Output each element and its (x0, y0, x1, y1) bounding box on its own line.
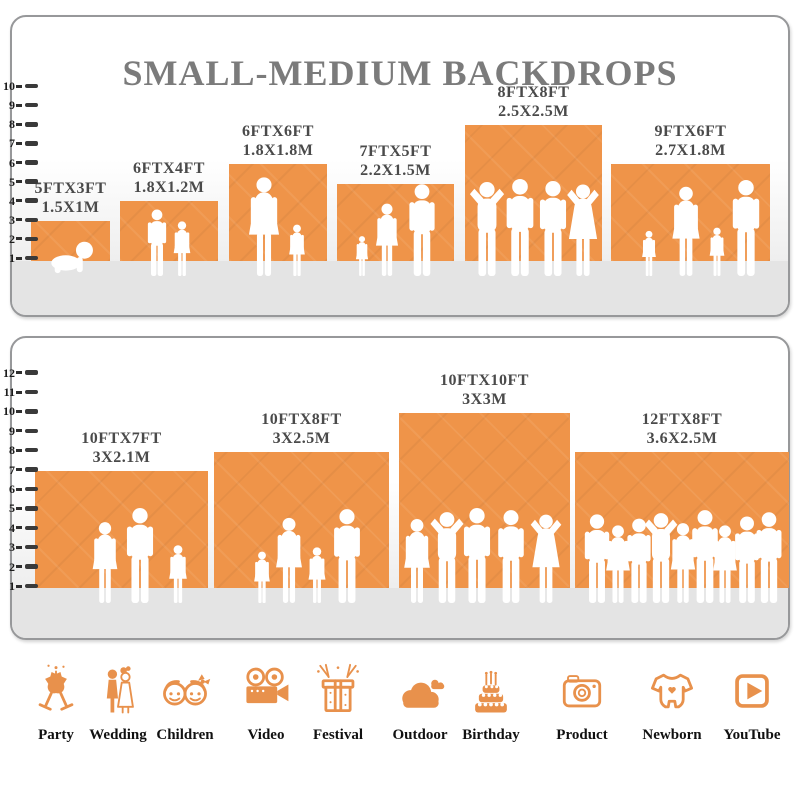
people-silhouette (147, 209, 191, 277)
box-label: 6FTX6FT 1.8X1.8M (242, 122, 314, 160)
category-label: Product (556, 727, 608, 743)
festival-icon (310, 663, 366, 723)
people-silhouette (584, 510, 782, 604)
category-children: Children (139, 663, 231, 744)
category-label: Children (156, 727, 214, 743)
backdrop-box-10x8: 10FTX8FT 3X2.5M (214, 411, 389, 604)
box-label: 5FTX3FT 1.5X1M (34, 179, 107, 217)
backdrop-box-7x5: 7FTX5FT 2.2X1.5M (337, 143, 454, 277)
panel-medium-large: 1 2 3 4 5 6 7 8 9 10 11 12 10FTX7FT 3X2.1M 10FTX8FT 3… (3, 336, 790, 640)
box-label: 12FTX8FT 3.6X2.5M (641, 410, 723, 448)
box-label: 8FTX8FT 2.5X2.5M (497, 83, 570, 121)
youtube-icon (724, 674, 780, 723)
category-birthday: Birthday (445, 663, 537, 744)
box-label: 10FTX7FT 3X2.1M (81, 429, 162, 467)
backdrop-box-8x8: 8FTX8FT 2.5X2.5M (465, 84, 602, 277)
backdrop-box-6x6: 6FTX6FT 1.8X1.8M (229, 123, 327, 277)
ruler-top: 1 2 3 4 5 6 7 8 9 10 (0, 17, 45, 315)
people-silhouette (355, 184, 435, 277)
video-icon (238, 667, 294, 723)
product-icon (554, 675, 610, 723)
category-outdoor: Outdoor (374, 663, 466, 744)
people-silhouette (642, 179, 760, 276)
wedding-icon (90, 666, 146, 723)
category-wedding: Wedding (72, 663, 164, 744)
party-icon (28, 664, 84, 723)
floor-strip (12, 261, 788, 315)
box-label: 7FTX5FT 2.2X1.5M (359, 142, 432, 180)
backdrop-box-10x10: 10FTX10FT 3X3M (399, 372, 570, 604)
box-label: 10FTX8FT 3X2.5M (261, 410, 342, 448)
page-title: SMALL-MEDIUM BACKDROPS (122, 53, 678, 94)
category-label: Outdoor (392, 727, 448, 743)
category-youtube: YouTube (706, 663, 798, 744)
backdrop-box-6x4: 6FTX4FT 1.8X1.2M (120, 160, 218, 277)
ruler-bottom: 1 2 3 4 5 6 7 8 9 10 11 12 (0, 338, 45, 638)
people-silhouette (254, 509, 360, 604)
category-label: Wedding (89, 727, 147, 743)
category-festival: Festival (292, 663, 384, 744)
panel-small-medium: SMALL-MEDIUM BACKDROPS 1 2 3 4 5 6 7 8 9 10 5FTX3… (3, 15, 790, 317)
category-label: YouTube (723, 727, 781, 743)
category-party: Party (10, 663, 102, 744)
backdrop-box-9x6: 9FTX6FT 2.7X1.8M (611, 123, 770, 276)
backdrop-box-5x3: 5FTX3FT 1.5X1M (31, 180, 110, 274)
box-label: 9FTX6FT 2.7X1.8M (654, 122, 727, 160)
people-silhouette (469, 178, 599, 277)
newborn-icon (644, 673, 700, 723)
outdoor-icon (392, 679, 448, 723)
category-label: Video (247, 727, 285, 743)
box-label: 6FTX4FT 1.8X1.2M (133, 159, 205, 197)
category-label: Newborn (642, 727, 702, 743)
category-video: Video (220, 663, 312, 744)
people-silhouette (92, 508, 187, 604)
category-label: Festival (313, 727, 363, 743)
category-label: Party (38, 727, 74, 743)
birthday-icon (463, 670, 519, 723)
people-silhouette (404, 508, 562, 604)
category-product: Product (536, 663, 628, 744)
backdrop-box-12x8: 12FTX8FT 3.6X2.5M (575, 411, 789, 604)
category-newborn: Newborn (626, 663, 718, 744)
category-label: Birthday (462, 727, 520, 743)
children-icon (157, 674, 213, 723)
people-silhouette (248, 177, 305, 277)
backdrop-box-10x7: 10FTX7FT 3X2.1M (35, 430, 208, 604)
box-label: 10FTX10FT 3X3M (440, 371, 529, 409)
